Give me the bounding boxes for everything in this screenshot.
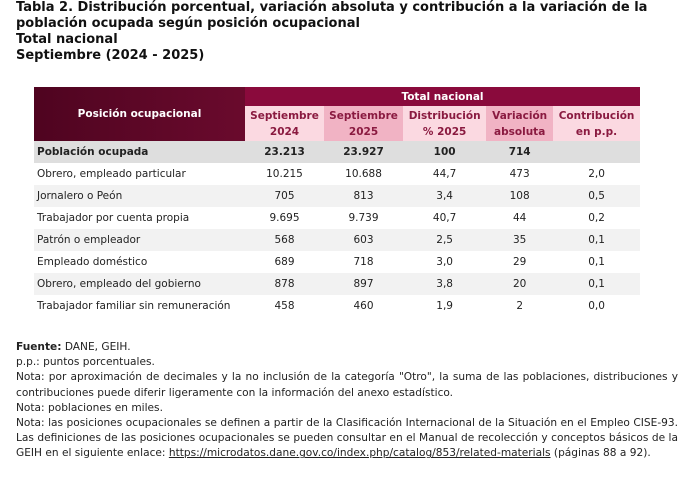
table-title: Tabla 2. Distribución porcentual, variac… [16, 0, 689, 64]
column-header: Septiembre 2024 [245, 106, 325, 141]
cell: 2,5 [403, 229, 487, 251]
cell: 40,7 [432, 212, 457, 224]
row-label: Empleado doméstico [37, 256, 148, 268]
cell: 813 [324, 185, 404, 207]
cell: 3,4 [403, 185, 487, 207]
column-header: Contribución en p.p. [553, 106, 640, 141]
cell: 0,2 [588, 212, 605, 224]
data-table: Posición ocupacional Total nacional Sept… [34, 87, 640, 317]
title-line: Total nacional [16, 32, 118, 47]
cell: 3,0 [436, 256, 453, 268]
note: Nota: las posiciones ocupacionales se de… [16, 416, 678, 462]
cell: 35 [486, 229, 554, 251]
source-note: Fuente: DANE, GEIH. [16, 340, 678, 355]
note: p.p.: puntos porcentuales. [16, 356, 155, 369]
cell: 718 [353, 256, 374, 268]
cell: 568 [245, 229, 325, 251]
note: Nota: poblaciones en miles. [16, 401, 163, 414]
cell: 458 [274, 300, 295, 312]
table-row: Jornalero o Peón 705 813 3,4 108 0,5 [34, 185, 640, 207]
cell: 878 [245, 273, 325, 295]
cell: 0,1 [553, 273, 640, 295]
row-label: Jornalero o Peón [34, 185, 245, 207]
cell: 10.215 [266, 168, 303, 180]
related-materials-link[interactable]: https://microdatos.dane.gov.co/index.php… [168, 447, 551, 460]
cell: 23.927 [324, 141, 404, 163]
cell: 0,1 [588, 256, 605, 268]
note: Nota: por aproximación de decimales y la… [16, 371, 678, 399]
cell: 1,9 [436, 300, 453, 312]
cell: 0,1 [553, 229, 640, 251]
cell: 2,0 [588, 168, 605, 180]
row-label: Patrón o empleador [34, 229, 245, 251]
cell: 9.695 [269, 212, 300, 224]
note-text: Nota: las posiciones ocupacionales se de… [16, 417, 678, 460]
cell: 705 [245, 185, 325, 207]
note-text: (páginas 88 a 92). [550, 447, 651, 460]
row-label: Obrero, empleado del gobierno [34, 273, 245, 295]
table-row: Población ocupada 23.213 23.927 100 714 [34, 141, 640, 163]
cell: 473 [509, 168, 530, 180]
cell: 29 [512, 256, 527, 268]
table-row: Obrero, empleado del gobierno 878 897 3,8 20… [34, 273, 640, 295]
cell: 603 [324, 229, 404, 251]
row-header: Posición ocupacional [34, 87, 245, 141]
cell: 2 [516, 300, 523, 312]
row-label: Trabajador por cuenta propia [37, 212, 190, 224]
table-row: Empleado doméstico 689 718 3,0 29 0,1 [34, 251, 640, 273]
cell: 9.739 [348, 212, 379, 224]
cell: 10.688 [345, 168, 382, 180]
table-row: Obrero, empleado particular 10.215 10.688 4… [34, 163, 640, 185]
cell [553, 141, 640, 163]
group-header: Total nacional [245, 87, 640, 106]
source-label: Fuente: [16, 341, 62, 353]
cell: 0,0 [588, 300, 605, 312]
column-header: Variación absoluta [486, 106, 554, 141]
cell: 44 [512, 212, 527, 224]
row-label: Población ocupada [34, 141, 245, 163]
cell: 0,5 [553, 185, 640, 207]
cell: 897 [324, 273, 404, 295]
cell: 714 [486, 141, 554, 163]
table-row: Trabajador por cuenta propia 9.695 9.739 40… [34, 207, 640, 229]
cell: 3,8 [403, 273, 487, 295]
table-row: Patrón o empleador 568 603 2,5 35 0,1 [34, 229, 640, 251]
cell: 23.213 [245, 141, 325, 163]
notes: Fuente: DANE, GEIH. p.p.: puntos porcent… [16, 340, 678, 462]
cell: 460 [353, 300, 374, 312]
title-line: Septiembre (2024 - 2025) [16, 48, 205, 63]
cell: 44,7 [432, 168, 457, 180]
cell: 689 [274, 256, 295, 268]
cell: 100 [403, 141, 487, 163]
column-header: Distribución % 2025 [403, 106, 487, 141]
row-label: Trabajador familiar sin remuneración [37, 300, 231, 312]
table-row: Trabajador familiar sin remuneración 458 4… [34, 295, 640, 317]
title-line: Tabla 2. Distribución porcentual, variac… [16, 0, 648, 31]
cell: 20 [486, 273, 554, 295]
row-label: Obrero, empleado particular [37, 168, 186, 180]
column-header: Septiembre 2025 [324, 106, 404, 141]
cell: 108 [486, 185, 554, 207]
source-text: DANE, GEIH. [61, 341, 131, 353]
